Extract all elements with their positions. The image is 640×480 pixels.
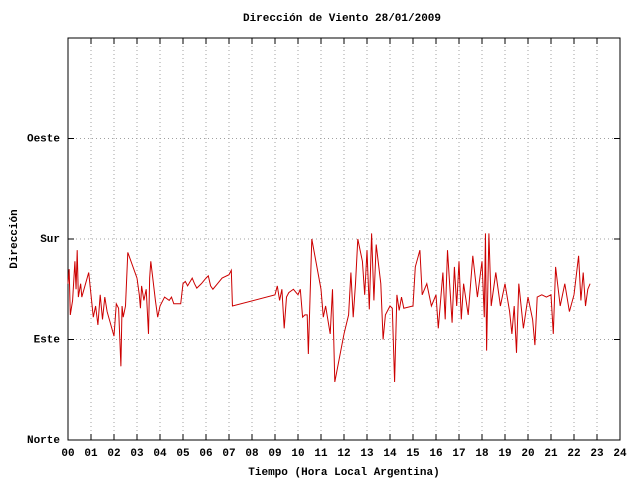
x-tick-label: 13 [360, 448, 374, 460]
x-tick-label: 24 [613, 448, 627, 460]
y-tick-label: Sur [40, 234, 60, 246]
x-tick-label: 02 [107, 448, 120, 460]
x-tick-label: 19 [498, 448, 511, 460]
chart-title: Dirección de Viento 28/01/2009 [243, 13, 441, 25]
y-tick-label: Norte [27, 435, 60, 447]
x-tick-label: 10 [291, 448, 304, 460]
y-tick-label: Este [34, 334, 61, 346]
data-line [67, 233, 591, 383]
x-tick-label: 16 [429, 448, 442, 460]
y-axis-label: Dirección [9, 209, 21, 268]
x-tick-label: 22 [567, 448, 580, 460]
x-tick-label: 00 [61, 448, 74, 460]
x-tick-label: 15 [406, 448, 420, 460]
x-tick-label: 01 [84, 448, 98, 460]
x-tick-label: 21 [544, 448, 558, 460]
x-tick-label: 04 [153, 448, 167, 460]
y-tick-label: Oeste [27, 133, 60, 145]
x-tick-label: 23 [590, 448, 604, 460]
x-tick-label: 11 [314, 448, 328, 460]
x-tick-label: 18 [475, 448, 489, 460]
x-tick-label: 14 [383, 448, 397, 460]
x-tick-label: 05 [176, 448, 190, 460]
x-tick-label: 06 [199, 448, 212, 460]
x-tick-label: 17 [452, 448, 465, 460]
x-tick-label: 20 [521, 448, 534, 460]
x-tick-label: 03 [130, 448, 144, 460]
x-tick-label: 12 [337, 448, 350, 460]
x-axis-label: Tiempo (Hora Local Argentina) [248, 467, 439, 479]
x-tick-label: 09 [268, 448, 281, 460]
plot-border [67, 37, 621, 441]
x-tick-label: 07 [222, 448, 235, 460]
x-tick-label: 08 [245, 448, 259, 460]
